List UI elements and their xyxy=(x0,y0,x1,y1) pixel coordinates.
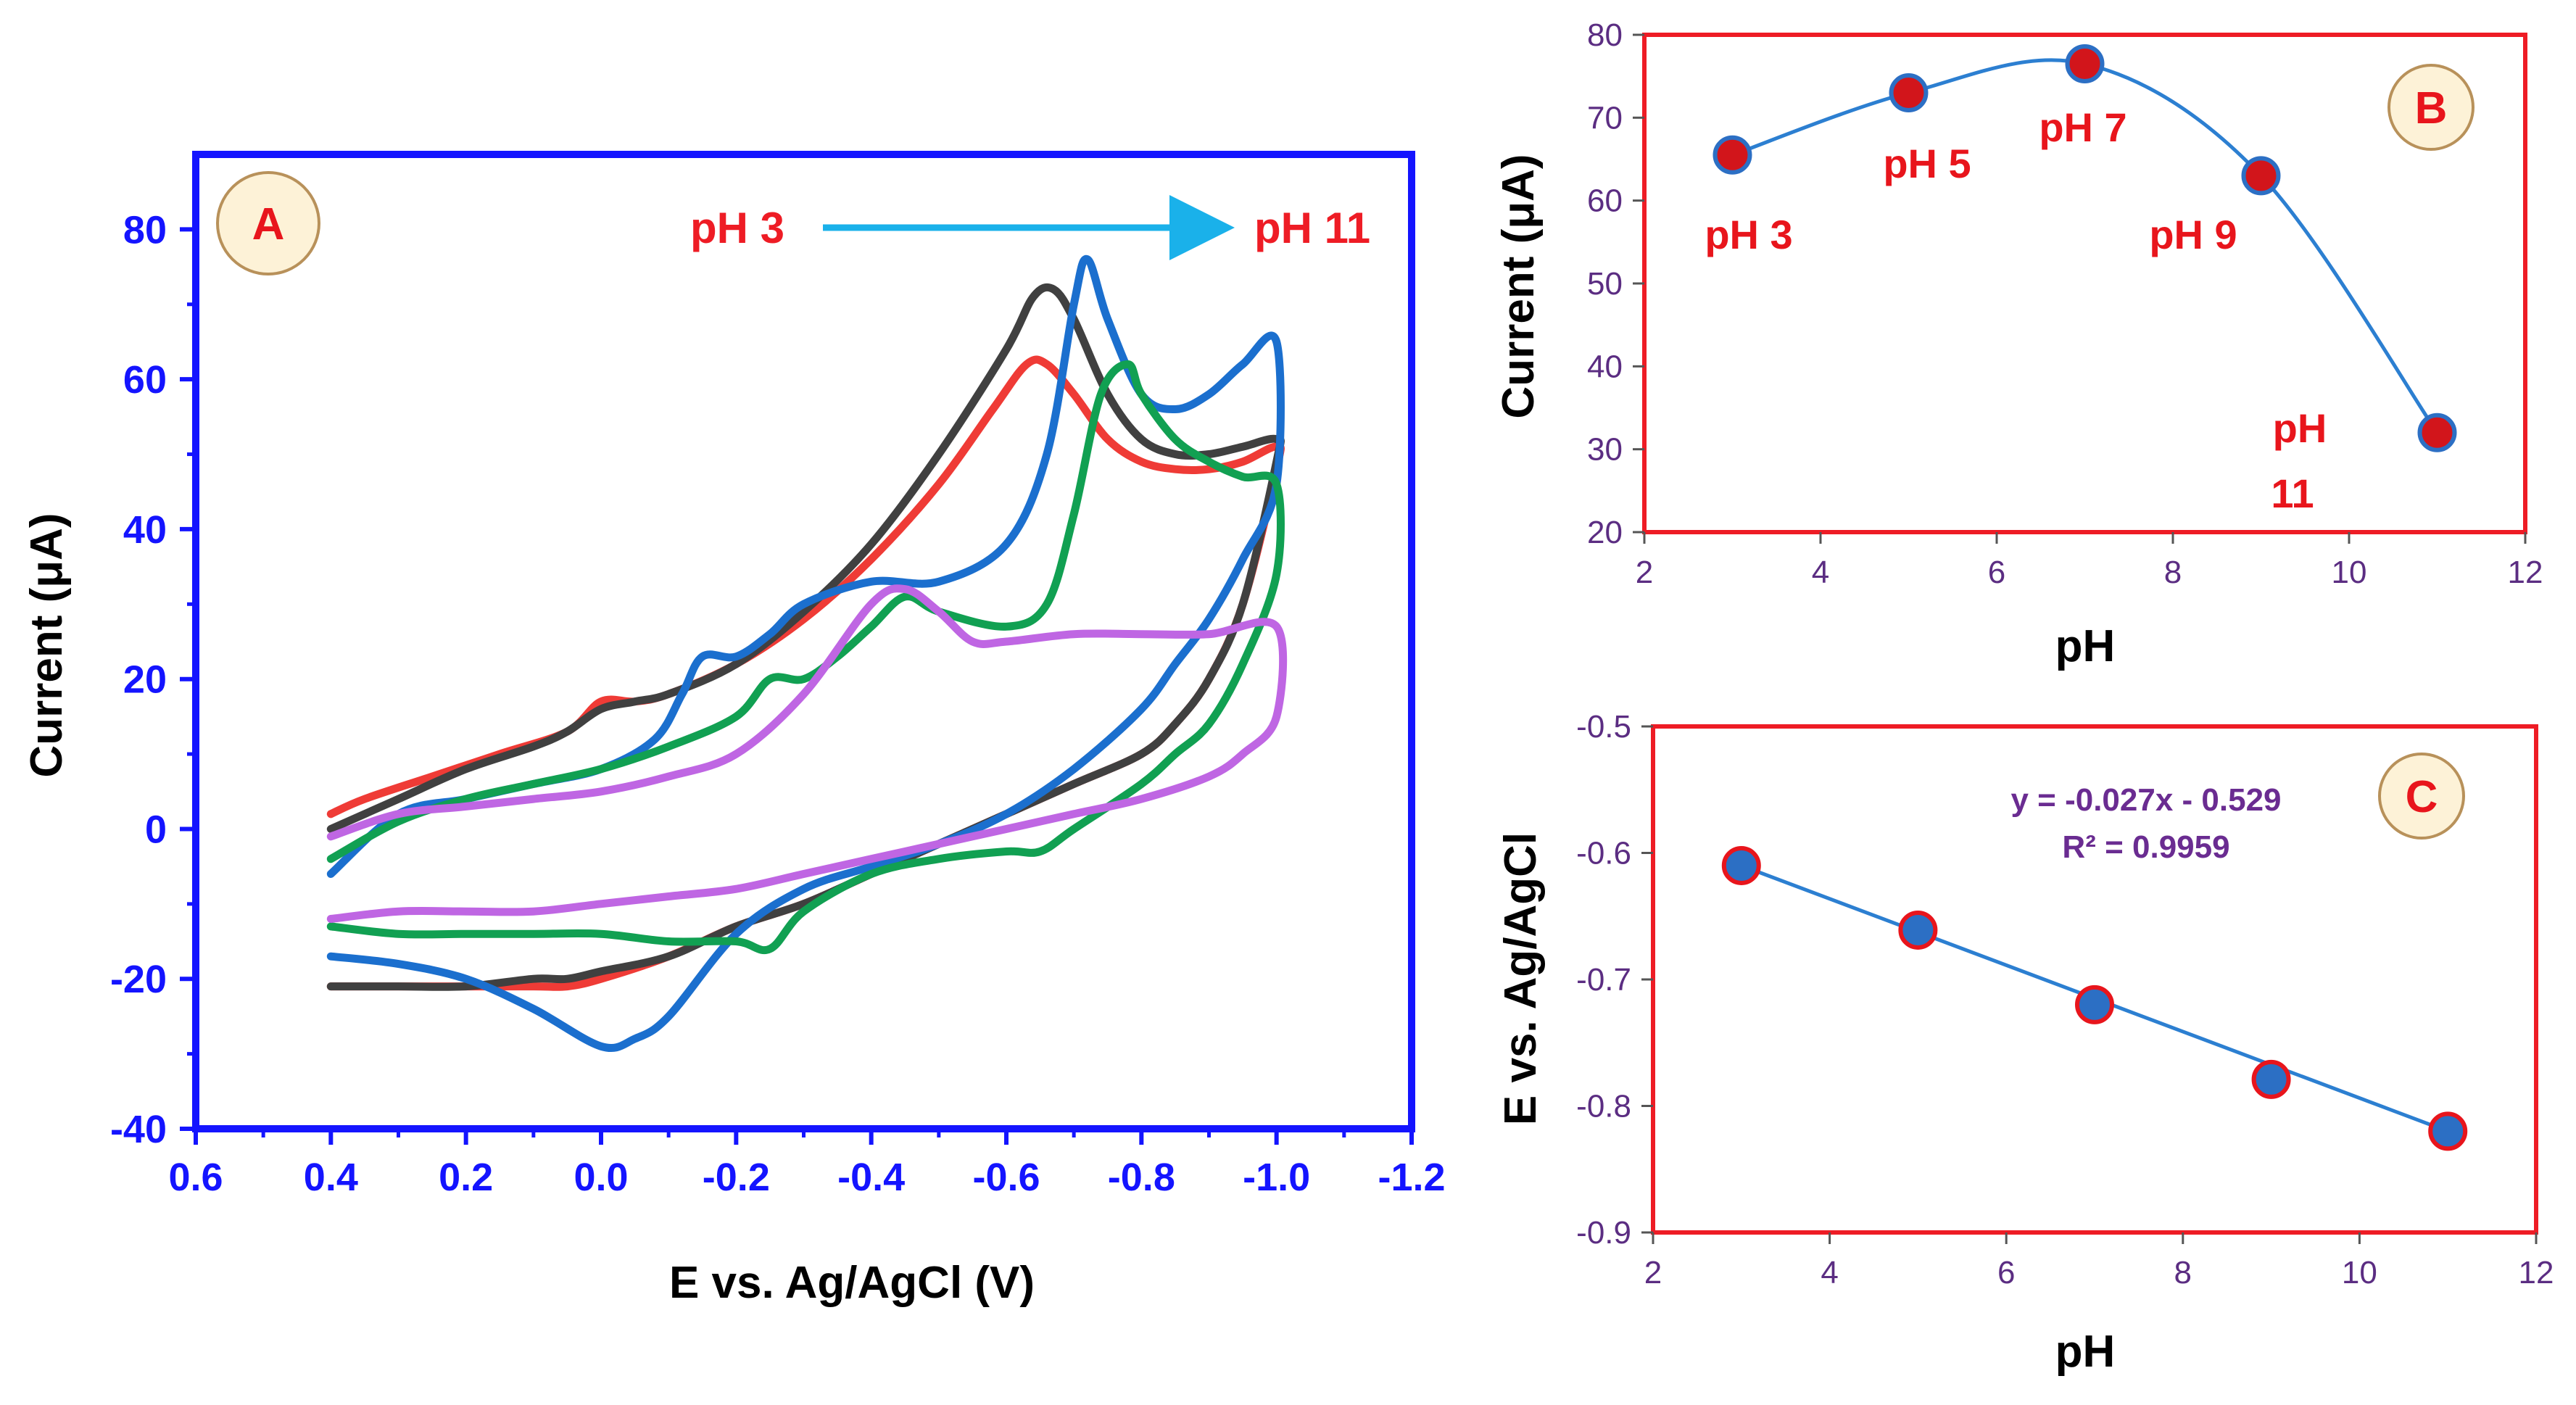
point-label-ph9: pH 9 xyxy=(2149,212,2237,257)
panel-b-xlabel: pH xyxy=(2055,621,2116,671)
panel-b-tick-labels: 2 4 6 8 10 12 20 30 40 50 60 70 80 xyxy=(1587,17,2543,590)
regression-equation: y = -0.027x - 0.529 xyxy=(2010,782,2281,818)
panel-b-ylabel: Current (μA) xyxy=(1494,154,1544,418)
y-tick-label: 20 xyxy=(123,658,167,702)
panel-c-ticks xyxy=(1641,725,2538,1244)
x-tick-label: 0.6 xyxy=(168,1156,223,1199)
cv-curve-ph11 xyxy=(326,584,1288,923)
panel-a-ticks xyxy=(180,227,1414,1145)
x-tick-label: -0.4 xyxy=(837,1156,905,1199)
panel-c-badge xyxy=(2378,753,2465,840)
regression-r-squared: R² = 0.9959 xyxy=(2062,829,2229,865)
panel-c-ylabel: E vs. Ag/AgCl xyxy=(1496,832,1546,1125)
panel-b-points xyxy=(1712,44,2457,452)
y-tick-label: -0.6 xyxy=(1576,836,1631,871)
y-tick-label: 80 xyxy=(1587,17,1623,53)
x-tick-label: 2 xyxy=(1644,1255,1662,1290)
x-tick-label: -1.2 xyxy=(1378,1156,1445,1199)
point-label-ph7: pH 7 xyxy=(2039,104,2126,150)
y-tick-label: 30 xyxy=(1587,432,1623,468)
cv-curve-ph5 xyxy=(326,283,1285,991)
x-tick-label: 12 xyxy=(2508,555,2543,590)
data-point-ph9 xyxy=(2251,1059,2291,1099)
x-tick-label: 0.0 xyxy=(573,1156,628,1199)
panel-b-letter: B xyxy=(2415,83,2448,133)
y-tick-label: 0 xyxy=(145,808,167,851)
x-tick-label: 2 xyxy=(1636,555,1653,590)
panel-a-xlabel: E vs. Ag/AgCl (V) xyxy=(669,1258,1035,1308)
panel-c: 2 4 6 8 10 12 -0.5 -0.6 -0.7 -0.8 -0.9 y = -0.027x… xyxy=(1496,709,2554,1377)
panel-a-ylabel: Current (μA) xyxy=(22,513,72,777)
x-tick-label: 8 xyxy=(2164,555,2182,590)
cv-curves xyxy=(326,254,1288,1053)
y-tick-label: 70 xyxy=(1587,100,1623,136)
x-tick-label: 0.4 xyxy=(304,1156,358,1199)
data-point-ph5 xyxy=(1898,910,1938,950)
y-tick-label: 60 xyxy=(1587,183,1623,219)
panel-c-letter: C xyxy=(2406,772,2438,822)
y-tick-label: -0.8 xyxy=(1576,1089,1631,1124)
panel-a: 0.6 0.4 0.2 0.0 -0.2 -0.4 -0.6 -0.8 -1.0 -1.2 80 60… xyxy=(22,151,1446,1308)
ph-start-label: pH 3 xyxy=(690,204,784,252)
y-tick-label: 40 xyxy=(123,508,167,552)
x-tick-label: -1.0 xyxy=(1243,1156,1310,1199)
y-tick-label: 80 xyxy=(123,208,167,252)
y-tick-label: -40 xyxy=(110,1108,167,1151)
x-tick-label: 6 xyxy=(1988,555,2005,590)
cv-curve-ph7 xyxy=(326,254,1285,1053)
point-label-ph3: pH 3 xyxy=(1705,212,1792,257)
data-point-ph9 xyxy=(2241,156,2281,196)
point-label-ph11-b: 11 xyxy=(2271,471,2314,516)
x-tick-label: 8 xyxy=(2174,1255,2192,1290)
point-label-ph11-a: pH xyxy=(2273,405,2327,451)
x-tick-label: 0.2 xyxy=(439,1156,493,1199)
x-tick-label: 4 xyxy=(1821,1255,1838,1290)
panel-b-ticks xyxy=(1633,33,2527,544)
y-tick-label: 60 xyxy=(123,358,167,402)
data-point-ph7 xyxy=(2075,985,2114,1024)
y-tick-label: 20 xyxy=(1587,515,1623,550)
data-point-ph5 xyxy=(1889,73,1929,113)
x-tick-label: -0.8 xyxy=(1108,1156,1175,1199)
data-point-ph3 xyxy=(1721,845,1761,885)
x-tick-label: 4 xyxy=(1812,555,1829,590)
y-tick-label: -0.7 xyxy=(1576,962,1631,998)
cv-curve-ph3 xyxy=(326,355,1285,991)
point-label-ph5: pH 5 xyxy=(1883,141,1971,186)
panel-a-tick-labels: 0.6 0.4 0.2 0.0 -0.2 -0.4 -0.6 -0.8 -1.0 -1.2 80 60… xyxy=(110,208,1446,1199)
panel-c-points xyxy=(1721,845,2468,1151)
data-point-ph11 xyxy=(2428,1111,2468,1151)
x-tick-label: 6 xyxy=(1997,1255,2015,1290)
x-tick-label: -0.2 xyxy=(703,1156,770,1199)
data-point-ph11 xyxy=(2417,413,2457,452)
data-point-ph7 xyxy=(2065,44,2105,84)
panel-b-badge xyxy=(2387,64,2474,151)
panel-c-xlabel: pH xyxy=(2055,1327,2116,1377)
panel-a-letter: A xyxy=(252,199,285,249)
panel-a-badge xyxy=(216,171,320,275)
cv-curve-ph9 xyxy=(326,360,1285,955)
ph-end-label: pH 11 xyxy=(1254,204,1370,252)
y-tick-label: -20 xyxy=(110,958,167,1001)
panel-c-tick-labels: 2 4 6 8 10 12 -0.5 -0.6 -0.7 -0.8 -0.9 xyxy=(1576,709,2554,1290)
x-tick-label: 10 xyxy=(2342,1255,2377,1290)
y-tick-label: -0.5 xyxy=(1576,709,1631,745)
panel-b: 2 4 6 8 10 12 20 30 40 50 60 70 80 pH 3 pH 5 pH 7 pH… xyxy=(1494,17,2543,671)
y-tick-label: 50 xyxy=(1587,266,1623,302)
x-tick-label: -0.6 xyxy=(972,1156,1040,1199)
y-tick-label: -0.9 xyxy=(1576,1215,1631,1251)
x-tick-label: 10 xyxy=(2332,555,2367,590)
x-tick-label: 12 xyxy=(2519,1255,2554,1290)
y-tick-label: 40 xyxy=(1587,349,1623,384)
data-point-ph3 xyxy=(1712,135,1752,175)
